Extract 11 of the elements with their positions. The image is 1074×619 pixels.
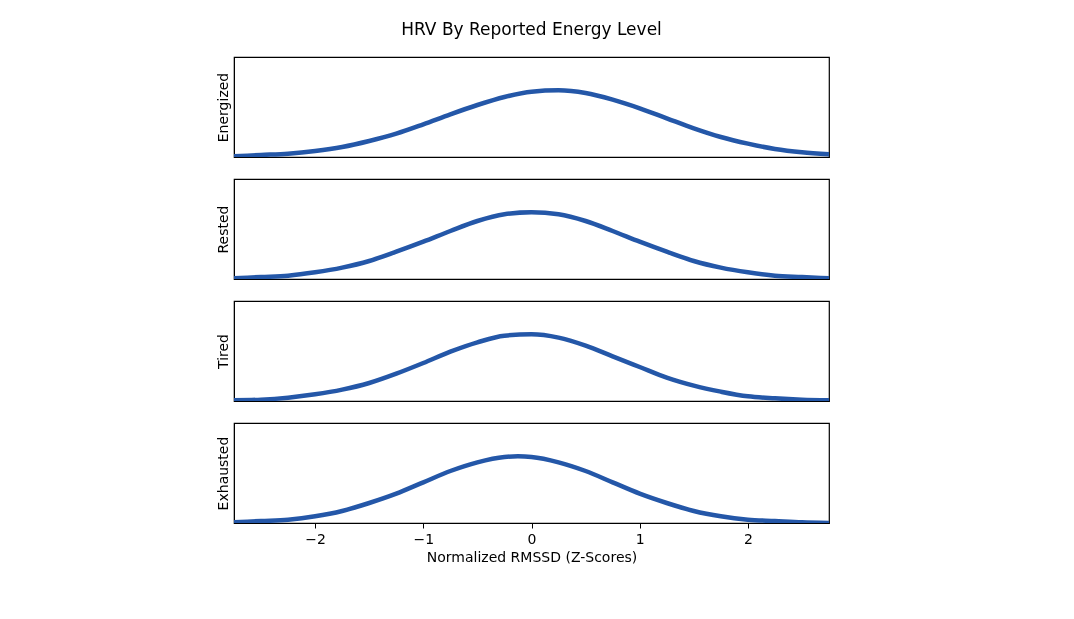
x-tick-label: −1 [413,530,435,547]
x-tick-label: 2 [743,530,753,547]
x-tick-label: 1 [635,530,645,547]
y-axis-title: Energized [214,72,231,143]
x-tick-label: −2 [305,530,326,547]
x-tick-label: 0 [527,530,537,547]
x-axis-title: Normalized RMSSD (Z-Scores) [426,548,638,565]
y-axis-title: Exhausted [214,436,231,511]
y-axis-title: Tired [214,334,231,370]
y-axis-title: Rested [214,205,231,254]
chart-title: HRV By Reported Energy Level [401,19,662,39]
